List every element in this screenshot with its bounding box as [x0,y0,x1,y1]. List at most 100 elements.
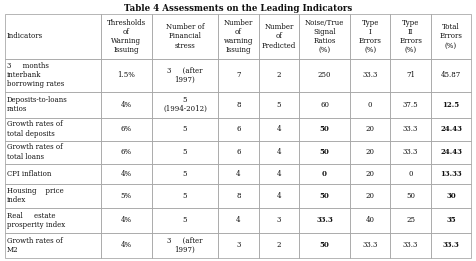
Bar [299,141,350,164]
Bar [390,208,431,233]
Text: 5%: 5% [121,192,132,200]
Bar [218,14,259,59]
Text: 71: 71 [406,71,415,79]
Bar [259,141,299,164]
Bar [350,164,390,184]
Text: 0: 0 [408,170,413,178]
Text: 4: 4 [277,125,281,133]
Bar [5,208,101,233]
Bar [431,59,471,92]
Text: 3: 3 [277,216,281,224]
Bar [390,233,431,258]
Text: 6: 6 [236,148,241,156]
Bar [101,141,152,164]
Text: 3     (after
1997): 3 (after 1997) [167,237,203,254]
Text: 2: 2 [277,241,281,250]
Text: 4: 4 [277,148,281,156]
Text: 6%: 6% [121,148,132,156]
Text: 33.3: 33.3 [362,71,378,79]
Bar [390,14,431,59]
Text: Growth rates of
M2: Growth rates of M2 [7,237,62,254]
Text: 60: 60 [320,101,329,109]
Text: Deposits-to-loans
ratios: Deposits-to-loans ratios [7,96,68,113]
Bar [431,141,471,164]
Bar [299,14,350,59]
Bar [101,184,152,208]
Bar [431,164,471,184]
Bar [350,59,390,92]
Text: Type
II
Errors
(%): Type II Errors (%) [399,19,422,54]
Bar [259,59,299,92]
Text: 33.3: 33.3 [403,148,418,156]
Bar [299,117,350,141]
Bar [5,92,101,117]
Bar [152,141,218,164]
Bar [101,14,152,59]
Bar [218,184,259,208]
Text: 5: 5 [183,148,187,156]
Bar [390,184,431,208]
Text: 5: 5 [183,192,187,200]
Text: 20: 20 [366,170,375,178]
Text: 20: 20 [366,192,375,200]
Text: 37.5: 37.5 [403,101,418,109]
Bar [350,233,390,258]
Bar [101,92,152,117]
Bar [350,184,390,208]
Bar [5,164,101,184]
Bar [390,92,431,117]
Text: 0: 0 [368,101,372,109]
Text: 30: 30 [446,192,456,200]
Bar [259,14,299,59]
Text: Type
I
Errors
(%): Type I Errors (%) [359,19,382,54]
Bar [101,233,152,258]
Text: 4%: 4% [121,241,132,250]
Bar [152,164,218,184]
Text: 12.5: 12.5 [443,101,460,109]
Bar [350,117,390,141]
Text: 1.5%: 1.5% [118,71,135,79]
Bar [390,141,431,164]
Bar [5,184,101,208]
Text: 3     months
interbank
borrowing rates: 3 months interbank borrowing rates [7,62,64,88]
Text: 20: 20 [366,125,375,133]
Text: 50: 50 [320,192,329,200]
Text: 24.43: 24.43 [440,125,462,133]
Text: 4%: 4% [121,216,132,224]
Text: 8: 8 [236,192,241,200]
Bar [5,59,101,92]
Bar [152,59,218,92]
Bar [431,92,471,117]
Text: 5: 5 [183,125,187,133]
Text: 3     (after
1997): 3 (after 1997) [167,67,203,84]
Bar [152,14,218,59]
Text: 5: 5 [183,170,187,178]
Bar [5,233,101,258]
Text: Growth rates of
total loans: Growth rates of total loans [7,144,62,161]
Bar [5,14,101,59]
Bar [431,233,471,258]
Text: 5
(1994-2012): 5 (1994-2012) [163,96,207,113]
Bar [299,59,350,92]
Text: 24.43: 24.43 [440,148,462,156]
Text: CPI inflation: CPI inflation [7,170,51,178]
Bar [431,208,471,233]
Bar [101,117,152,141]
Bar [259,92,299,117]
Text: 35: 35 [446,216,456,224]
Text: 5: 5 [183,216,187,224]
Text: Number
of
warning
Issuing: Number of warning Issuing [224,19,253,54]
Bar [299,164,350,184]
Bar [350,208,390,233]
Text: Total
Errors
(%): Total Errors (%) [439,23,463,50]
Text: 33.3: 33.3 [316,216,333,224]
Text: 33.3: 33.3 [403,125,418,133]
Text: 6: 6 [236,125,241,133]
Text: 25: 25 [406,216,415,224]
Bar [218,208,259,233]
Bar [218,233,259,258]
Text: 4: 4 [236,216,241,224]
Text: 50: 50 [320,241,329,250]
Text: 4: 4 [236,170,241,178]
Bar [390,117,431,141]
